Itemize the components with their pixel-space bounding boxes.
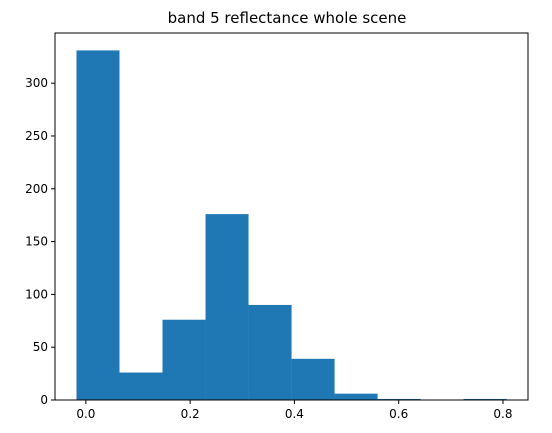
chart-title: band 5 reflectance whole scene bbox=[168, 9, 407, 27]
histogram-bar bbox=[334, 393, 378, 400]
x-tick-label: 0.6 bbox=[389, 407, 408, 421]
bars-group bbox=[76, 50, 507, 400]
histogram-bar bbox=[377, 398, 421, 400]
y-tick-label: 50 bbox=[33, 340, 48, 354]
histogram-bar bbox=[248, 304, 292, 400]
x-tick-label: 0.4 bbox=[285, 407, 304, 421]
x-tick-label: 0.0 bbox=[76, 407, 95, 421]
x-tick-label: 0.8 bbox=[493, 407, 512, 421]
plot-frame bbox=[54, 32, 529, 401]
y-tick-label: 0 bbox=[40, 393, 48, 407]
histogram-bar bbox=[205, 214, 249, 400]
y-tick-label: 200 bbox=[25, 182, 48, 196]
y-axis-ticks: 0 50 100 150 200 250 300 bbox=[25, 76, 55, 407]
y-tick-label: 250 bbox=[25, 129, 48, 143]
histogram-bar bbox=[463, 398, 507, 400]
histogram-bar bbox=[119, 372, 163, 400]
y-tick-label: 150 bbox=[25, 235, 48, 249]
histogram-bar bbox=[76, 50, 120, 400]
x-axis-ticks: 0.0 0.2 0.4 0.6 0.8 bbox=[76, 400, 513, 421]
histogram-bar bbox=[291, 358, 335, 400]
y-tick-label: 300 bbox=[25, 76, 48, 90]
y-tick-label: 100 bbox=[25, 287, 48, 301]
x-tick-label: 0.2 bbox=[181, 407, 200, 421]
histogram-bar bbox=[162, 319, 206, 400]
